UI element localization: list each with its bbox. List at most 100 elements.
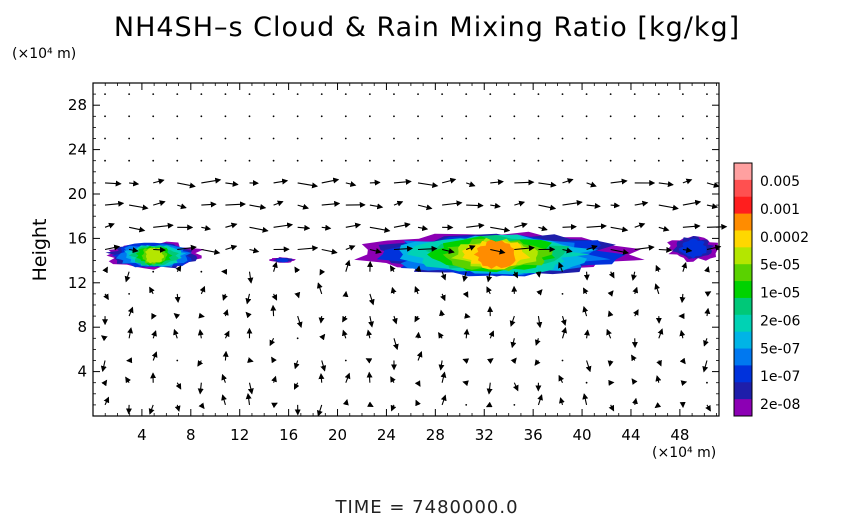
vector-dot — [465, 93, 468, 95]
wind-vector — [633, 309, 639, 317]
wind-vector — [682, 247, 693, 254]
wind-vector — [704, 266, 710, 273]
vector-dot — [585, 115, 588, 118]
vector-dot — [489, 137, 492, 140]
vector-dot — [296, 115, 299, 118]
wind-vector — [416, 351, 423, 361]
wind-vector — [221, 394, 227, 406]
wind-vector — [297, 245, 319, 252]
vector-dot — [706, 381, 708, 384]
vector-dot — [128, 159, 131, 162]
wind-vector — [631, 378, 638, 385]
wind-vector — [104, 200, 125, 207]
colorbar-swatch — [734, 247, 752, 265]
wind-vector — [681, 261, 688, 272]
wind-vector — [415, 265, 422, 272]
vector-dot — [441, 137, 444, 140]
wind-vector — [610, 248, 630, 255]
wind-vector — [319, 268, 326, 276]
wind-vector — [221, 373, 228, 383]
wind-vector — [321, 248, 338, 255]
vector-dot — [296, 137, 299, 140]
wind-vector — [657, 328, 664, 339]
wind-vector — [225, 222, 238, 229]
vector-dot — [393, 159, 395, 162]
wind-vector — [393, 200, 404, 207]
vector-dot — [706, 137, 708, 140]
wind-vector — [271, 293, 278, 301]
wind-vector — [368, 293, 375, 306]
wind-vector — [222, 309, 229, 317]
wind-vector — [345, 245, 356, 251]
wind-vector — [225, 244, 238, 251]
wind-vector — [390, 286, 397, 295]
vector-dot — [248, 115, 251, 118]
wind-vector — [129, 180, 140, 187]
wind-vector — [682, 178, 693, 185]
wind-vector — [607, 290, 614, 297]
wind-vector — [344, 259, 351, 272]
wind-vector — [658, 181, 674, 188]
vector-dot — [561, 93, 564, 95]
vector-dot — [561, 159, 564, 162]
vector-dot — [200, 137, 203, 140]
y-tick-label: 4 — [77, 363, 87, 381]
x-tick-label: 8 — [186, 426, 196, 444]
colorbar-label: 0.005 — [760, 174, 800, 190]
wind-vector — [682, 223, 701, 230]
wind-vector — [249, 226, 269, 233]
colorbar-swatch — [734, 382, 752, 400]
wind-vector — [223, 330, 230, 339]
wind-vector — [488, 330, 495, 339]
wind-vector — [558, 261, 564, 272]
wind-vector — [321, 177, 340, 184]
wind-vector — [297, 203, 310, 210]
wind-vector — [341, 329, 348, 339]
wind-vector — [486, 382, 493, 395]
wind-vector — [199, 285, 206, 295]
wind-vector — [197, 382, 204, 395]
vector-dot — [441, 115, 444, 118]
wind-vector — [562, 178, 574, 184]
x-tick-label: 16 — [279, 426, 298, 444]
vector-dot — [609, 115, 612, 118]
wind-vector — [273, 222, 294, 229]
x-tick-label: 32 — [475, 426, 494, 444]
wind-vector — [297, 224, 311, 231]
vector-dot — [344, 115, 347, 118]
vector-dot — [344, 93, 347, 95]
wind-vector — [610, 202, 621, 209]
vector-dot — [561, 359, 564, 362]
wind-vector — [490, 248, 506, 255]
wind-vector — [105, 180, 122, 187]
wind-vector — [342, 315, 348, 323]
wind-vector — [417, 182, 439, 189]
wind-vector — [703, 338, 709, 347]
vector-dot — [104, 115, 106, 118]
colorbar-label: 1e-07 — [760, 369, 800, 385]
y-tick-label: 12 — [68, 274, 87, 292]
wind-vector — [273, 200, 284, 207]
wind-vector — [247, 357, 254, 363]
vector-dot — [465, 115, 468, 118]
vector-dot — [152, 270, 155, 273]
vector-dot — [128, 93, 131, 95]
wind-vector — [390, 404, 397, 412]
wind-vector — [514, 200, 526, 207]
colorbar-swatch — [734, 281, 752, 299]
wind-vector — [151, 351, 158, 361]
wind-vector — [466, 202, 484, 209]
wind-vector — [366, 329, 373, 339]
wind-vector — [125, 376, 131, 384]
wind-vector — [466, 181, 476, 187]
wind-vector — [632, 286, 639, 295]
vector-dot — [200, 93, 203, 95]
wind-vector — [174, 404, 181, 412]
wind-vector — [490, 202, 501, 209]
wind-vector — [269, 338, 276, 347]
colorbar-swatch — [734, 314, 752, 333]
wind-vector — [128, 226, 146, 233]
wind-vector — [706, 203, 719, 210]
wind-vector — [656, 359, 662, 367]
